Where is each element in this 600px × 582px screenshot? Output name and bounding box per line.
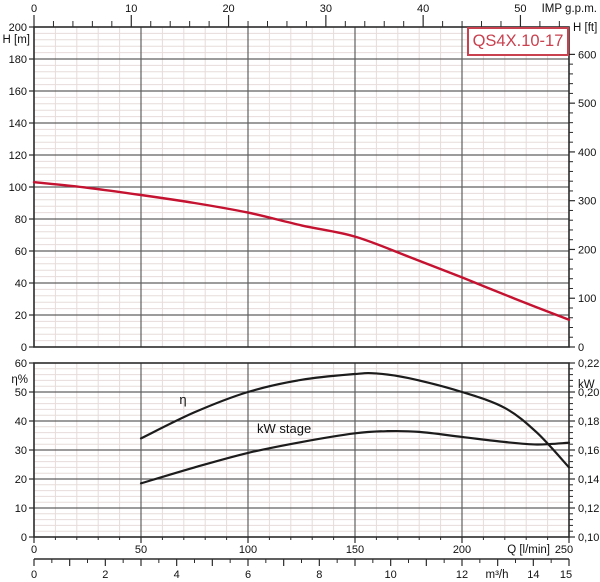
eta-tick-label: 50 (15, 387, 27, 399)
kw-tick-label: 0,14 (578, 474, 599, 486)
m3h-tick-label: 6 (245, 569, 251, 581)
q-tick-label: 250 (555, 544, 573, 556)
hm-tick-label: 140 (9, 118, 27, 130)
hft-tick-label: 400 (578, 147, 596, 159)
imp-tick-label: 0 (31, 3, 37, 15)
hm-tick-label: 200 (9, 22, 27, 34)
pump-performance-chart: ηkW stage01020304050IMP g.p.m.0204060801… (0, 0, 600, 582)
kw-tick-label: 0,18 (578, 416, 599, 428)
chart-title-box: QS4X.10-17 (467, 27, 569, 56)
hft-tick-label: 500 (578, 98, 596, 110)
m3h-tick-label: 14 (527, 569, 539, 581)
m3h-tick-label: 8 (316, 569, 322, 581)
hm-axis-unit-label: H [m] (3, 34, 30, 46)
eta-tick-label: 20 (15, 474, 27, 486)
hft-tick-label: 300 (578, 196, 596, 208)
imp-tick-label: 50 (514, 3, 526, 15)
m3h-tick-label: 10 (385, 569, 397, 581)
hft-tick-label: 100 (578, 293, 596, 305)
m3h-tick-label: 4 (174, 569, 180, 581)
eta-tick-label: 60 (15, 358, 27, 370)
eta-tick-label: 0 (21, 532, 27, 544)
m3h-tick-label: 0 (31, 569, 37, 581)
eta-axis-unit-label: η% (11, 374, 28, 386)
hm-tick-label: 60 (15, 246, 27, 258)
hm-tick-label: 80 (15, 214, 27, 226)
power-curve-label: kW stage (257, 421, 311, 436)
imp-tick-label: 40 (417, 3, 429, 15)
hft-tick-label: 0 (578, 342, 584, 354)
m3h-axis-unit-label: m³/h (486, 569, 509, 581)
m3h-tick-label: 2 (102, 569, 108, 581)
hm-tick-label: 100 (9, 182, 27, 194)
imp-tick-label: 30 (320, 3, 332, 15)
q-tick-label: 150 (346, 544, 364, 556)
hm-tick-label: 180 (9, 54, 27, 66)
kw-tick-label: 0,22 (578, 358, 599, 370)
kw-axis-unit-label: kW (578, 379, 595, 391)
q-tick-label: 100 (239, 544, 257, 556)
kw-tick-label: 0,12 (578, 503, 599, 515)
kw-tick-label: 0,16 (578, 445, 599, 457)
kw-tick-label: 0,10 (578, 532, 599, 544)
imp-tick-label: 20 (222, 3, 234, 15)
hm-tick-label: 40 (15, 278, 27, 290)
hm-tick-label: 120 (9, 150, 27, 162)
q-tick-label: 200 (453, 544, 471, 556)
q-tick-label: 50 (135, 544, 147, 556)
m3h-tick-label: 12 (456, 569, 468, 581)
q-axis-unit-label: Q [l/min] (507, 544, 550, 556)
hft-axis-unit-label: H [ft] (573, 22, 597, 34)
hm-tick-label: 0 (21, 342, 27, 354)
hm-tick-label: 160 (9, 86, 27, 98)
chart-title: QS4X.10-17 (473, 32, 564, 51)
imp-tick-label: 10 (125, 3, 137, 15)
hm-tick-label: 20 (15, 310, 27, 322)
imp-axis-unit-label: IMP g.p.m. (542, 3, 597, 15)
efficiency-curve-label: η (179, 392, 186, 407)
hft-tick-label: 600 (578, 49, 596, 61)
q-tick-label: 0 (31, 544, 37, 556)
eta-tick-label: 40 (15, 416, 27, 428)
m3h-tick-label: 15 (560, 569, 572, 581)
eta-tick-label: 30 (15, 445, 27, 457)
hft-tick-label: 200 (578, 244, 596, 256)
chart-canvas: ηkW stage01020304050IMP g.p.m.0204060801… (0, 0, 600, 582)
eta-tick-label: 10 (15, 503, 27, 515)
